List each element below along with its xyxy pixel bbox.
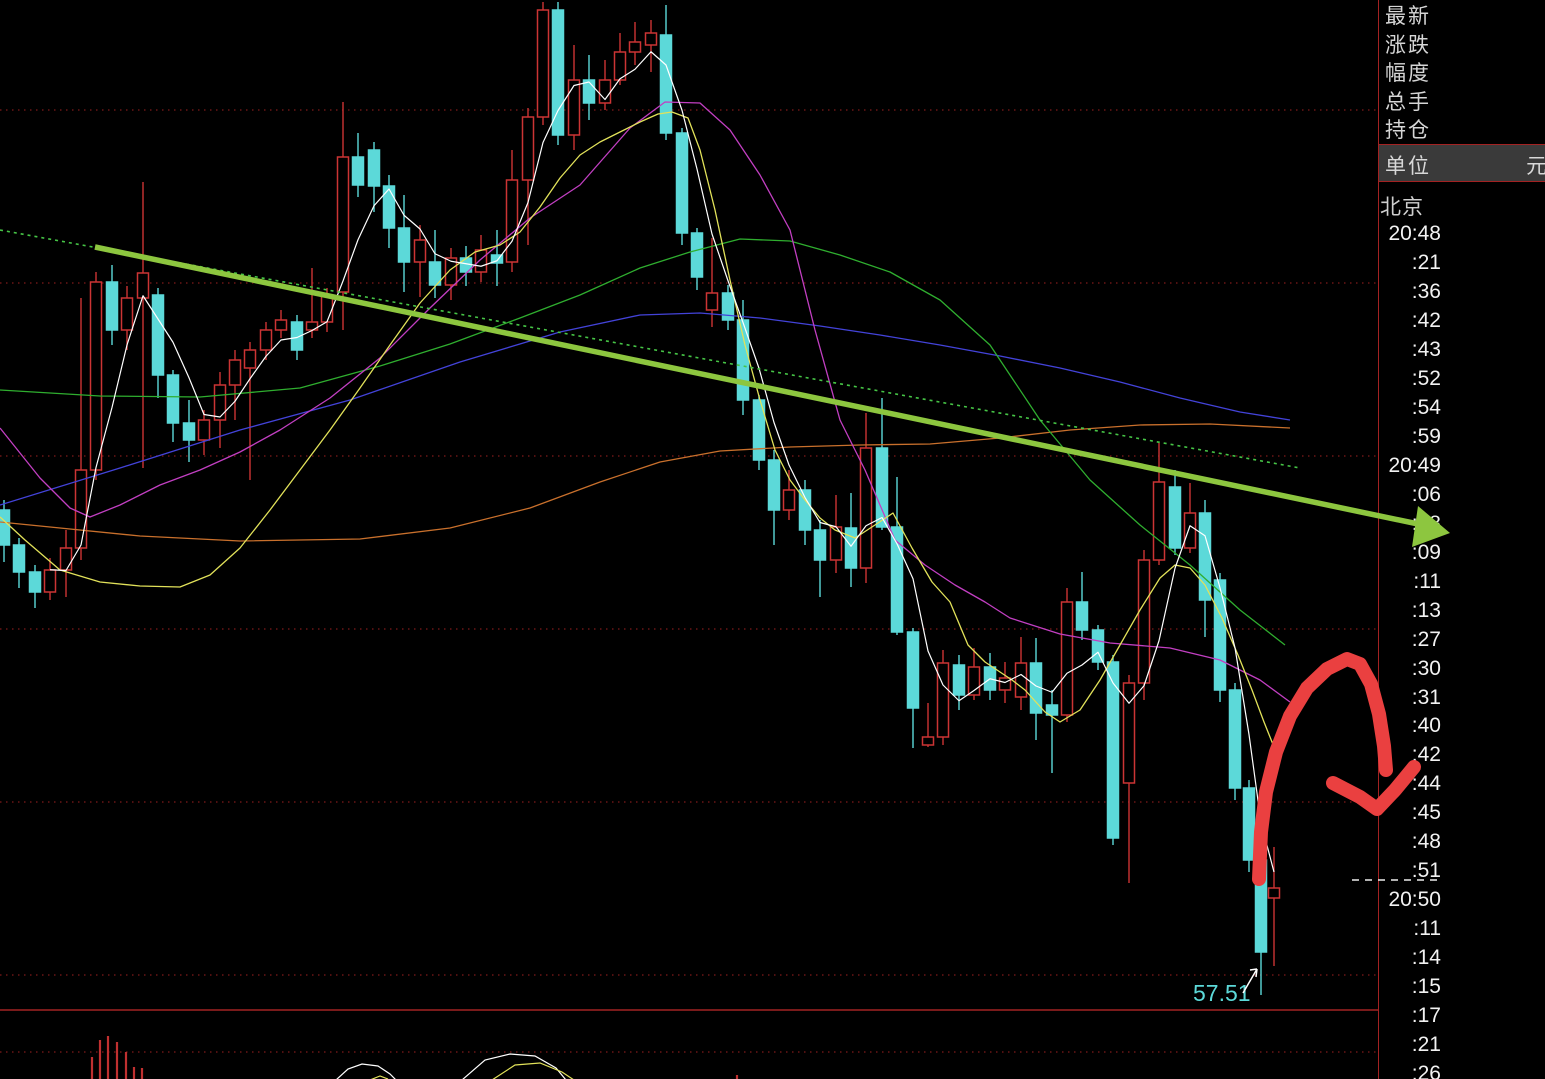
moving-averages bbox=[0, 51, 1291, 873]
ma-slow-blue bbox=[0, 312, 1291, 506]
trendline-arrowhead-icon bbox=[1412, 506, 1450, 547]
quote-row-1: 最新57.75 bbox=[1385, 4, 1545, 30]
ma-slow-orange bbox=[0, 423, 1291, 542]
tick-time: :13 bbox=[1411, 598, 1441, 622]
tick-time: :06 bbox=[1411, 482, 1441, 506]
ma-mid-green bbox=[0, 238, 1286, 646]
ma-fast-white bbox=[49, 51, 1275, 873]
tick-time: :21 bbox=[1411, 1033, 1441, 1057]
tick-time: :27 bbox=[1411, 627, 1441, 651]
trend-line-annotation[interactable] bbox=[0, 229, 1450, 547]
quote-row-2: 涨跌-0.71 bbox=[1385, 33, 1545, 59]
tick-time: 20:50 bbox=[1388, 888, 1441, 912]
unit-value: 元/吨 bbox=[1526, 155, 1545, 178]
quote-row-3: 幅度-1.21% bbox=[1385, 61, 1545, 87]
tick-time: :54 bbox=[1411, 395, 1441, 419]
tick-time: :21 bbox=[1411, 250, 1441, 274]
callout-arrow-icon bbox=[1249, 968, 1258, 978]
tick-time: :40 bbox=[1411, 714, 1441, 738]
tick-time: :52 bbox=[1411, 366, 1441, 390]
tick-time: 20:48 bbox=[1388, 222, 1441, 245]
tick-time: :45 bbox=[1411, 801, 1441, 825]
ma-mid-magenta bbox=[0, 101, 1291, 703]
tick-time: :14 bbox=[1411, 946, 1441, 970]
tick-time: :51 bbox=[1411, 859, 1441, 883]
hand-drawn-red-arrow[interactable] bbox=[1252, 652, 1421, 886]
tick-time: :11 bbox=[1413, 917, 1441, 941]
tick-time: :43 bbox=[1411, 337, 1441, 361]
tick-time: :17 bbox=[1411, 1004, 1441, 1028]
tick-time: :59 bbox=[1411, 424, 1441, 448]
tick-time: :42 bbox=[1411, 743, 1441, 767]
quote-label: 涨跌 bbox=[1385, 33, 1431, 57]
tick-time: :09 bbox=[1411, 540, 1441, 564]
unit-label: 单位 bbox=[1385, 155, 1431, 178]
tick-time: :48 bbox=[1411, 830, 1441, 854]
ma-mid-yellow bbox=[0, 111, 1277, 753]
quote-label: 幅度 bbox=[1385, 62, 1431, 86]
red-arrow-head bbox=[1326, 760, 1421, 816]
trendline-solid bbox=[94, 244, 1424, 528]
red-arrow-stroke bbox=[1252, 652, 1393, 886]
unit-row: 单位 元/吨 bbox=[1378, 144, 1545, 182]
tick-time: :15 bbox=[1411, 975, 1441, 999]
city-label: 北京 bbox=[1380, 196, 1424, 219]
low-price-callout: 57.51 bbox=[1193, 968, 1258, 1006]
quote-label: 最新 bbox=[1385, 5, 1431, 28]
quote-row-4: 总手58509 bbox=[1385, 90, 1545, 116]
tick-time: :26 bbox=[1411, 1062, 1441, 1079]
quote-row-5: 持仓190830 bbox=[1385, 118, 1545, 144]
tick-time: :44 bbox=[1411, 772, 1441, 796]
quote-label: 持仓 bbox=[1385, 119, 1431, 143]
tick-time: 20:49 bbox=[1388, 453, 1441, 477]
panel-separator-line bbox=[1378, 0, 1379, 1079]
tick-time: :31 bbox=[1411, 685, 1441, 709]
quote-panel: 最新57.75 涨跌-0.71幅度-1.21% 总手58509持仓190830 单位… bbox=[1378, 0, 1545, 1079]
tick-time: :36 bbox=[1411, 279, 1441, 303]
candlestick-series bbox=[0, 2, 1281, 995]
tick-time: :11 bbox=[1413, 569, 1441, 593]
trendline-dotted bbox=[0, 229, 1301, 469]
quote-label: 总手 bbox=[1385, 90, 1431, 114]
volume-pane bbox=[0, 1009, 1378, 1079]
low-price-label: 57.51 bbox=[1193, 980, 1251, 1006]
tick-time: :42 bbox=[1411, 308, 1441, 332]
tick-time: :30 bbox=[1411, 656, 1441, 680]
